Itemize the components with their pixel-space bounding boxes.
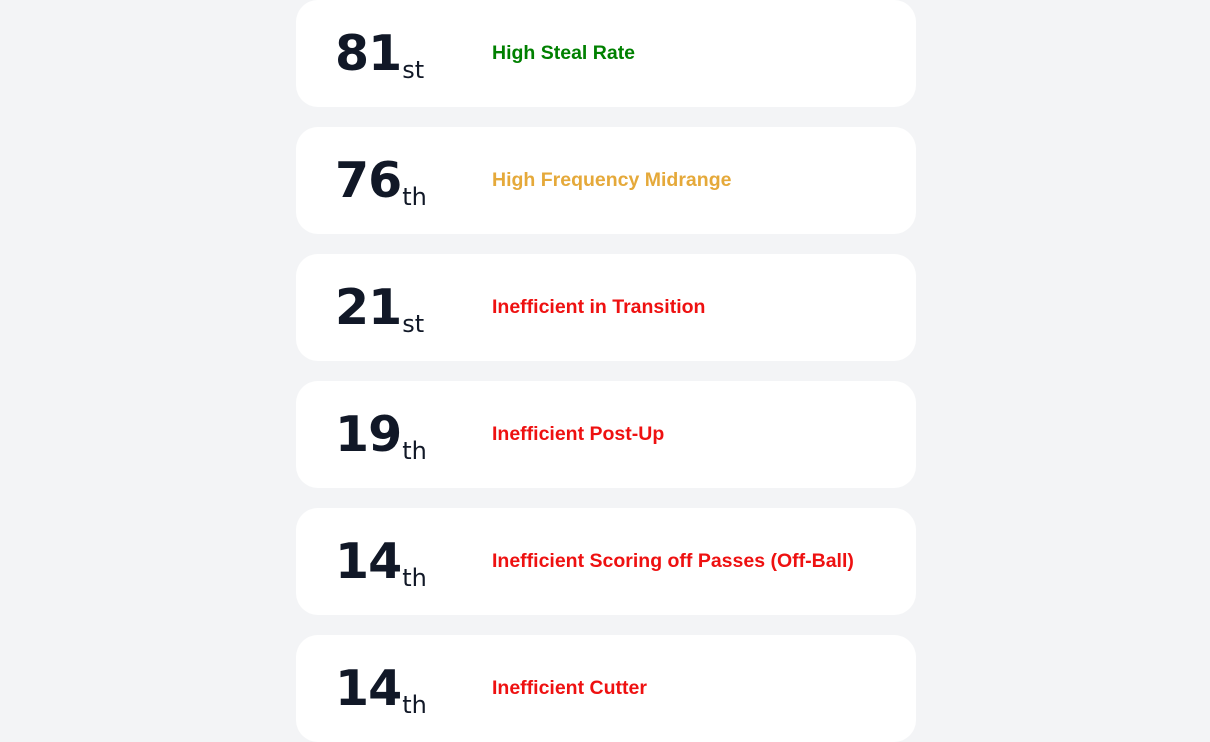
- ranking-label: Inefficient Cutter: [492, 677, 647, 699]
- rank-number: 19: [335, 406, 402, 463]
- rank-number: 14: [335, 660, 402, 717]
- ranking-label: Inefficient Post-Up: [492, 423, 665, 445]
- rank-suffix: th: [402, 690, 427, 719]
- ranking-label: Inefficient in Transition: [492, 296, 706, 318]
- rank-suffix: th: [402, 182, 427, 211]
- rank-suffix: st: [402, 55, 425, 84]
- rank-suffix: st: [402, 309, 425, 338]
- rank-number: 76: [335, 152, 402, 209]
- rank-suffix: th: [402, 563, 427, 592]
- ranking-label: High Steal Rate: [492, 42, 636, 64]
- rank-number: 81: [335, 25, 402, 82]
- ranking-label: High Frequency Midrange: [492, 169, 732, 191]
- rank-suffix: th: [402, 436, 427, 465]
- ranking-label: Inefficient Scoring off Passes (Off-Ball…: [492, 550, 854, 572]
- rank-number: 21: [335, 279, 402, 336]
- rank-number: 14: [335, 533, 402, 590]
